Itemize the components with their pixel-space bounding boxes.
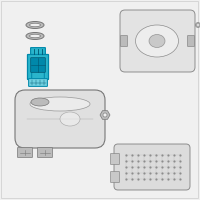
Ellipse shape (30, 34, 40, 38)
FancyBboxPatch shape (188, 36, 194, 46)
Ellipse shape (196, 22, 200, 27)
Ellipse shape (26, 21, 44, 28)
Ellipse shape (26, 32, 44, 40)
Ellipse shape (103, 113, 107, 117)
FancyBboxPatch shape (31, 58, 45, 72)
FancyBboxPatch shape (120, 36, 128, 46)
FancyBboxPatch shape (110, 154, 120, 164)
FancyBboxPatch shape (120, 10, 195, 72)
Ellipse shape (60, 112, 80, 126)
FancyBboxPatch shape (18, 148, 32, 158)
Ellipse shape (31, 98, 49, 106)
FancyBboxPatch shape (29, 79, 47, 86)
FancyBboxPatch shape (15, 90, 105, 148)
FancyBboxPatch shape (28, 54, 48, 79)
Ellipse shape (197, 24, 199, 26)
FancyBboxPatch shape (114, 144, 190, 190)
FancyBboxPatch shape (38, 148, 52, 158)
Polygon shape (100, 111, 110, 119)
FancyBboxPatch shape (110, 171, 120, 182)
Ellipse shape (136, 25, 179, 57)
Ellipse shape (30, 23, 40, 27)
FancyBboxPatch shape (31, 48, 45, 55)
Ellipse shape (30, 97, 90, 111)
Ellipse shape (149, 34, 165, 47)
FancyBboxPatch shape (32, 72, 44, 80)
